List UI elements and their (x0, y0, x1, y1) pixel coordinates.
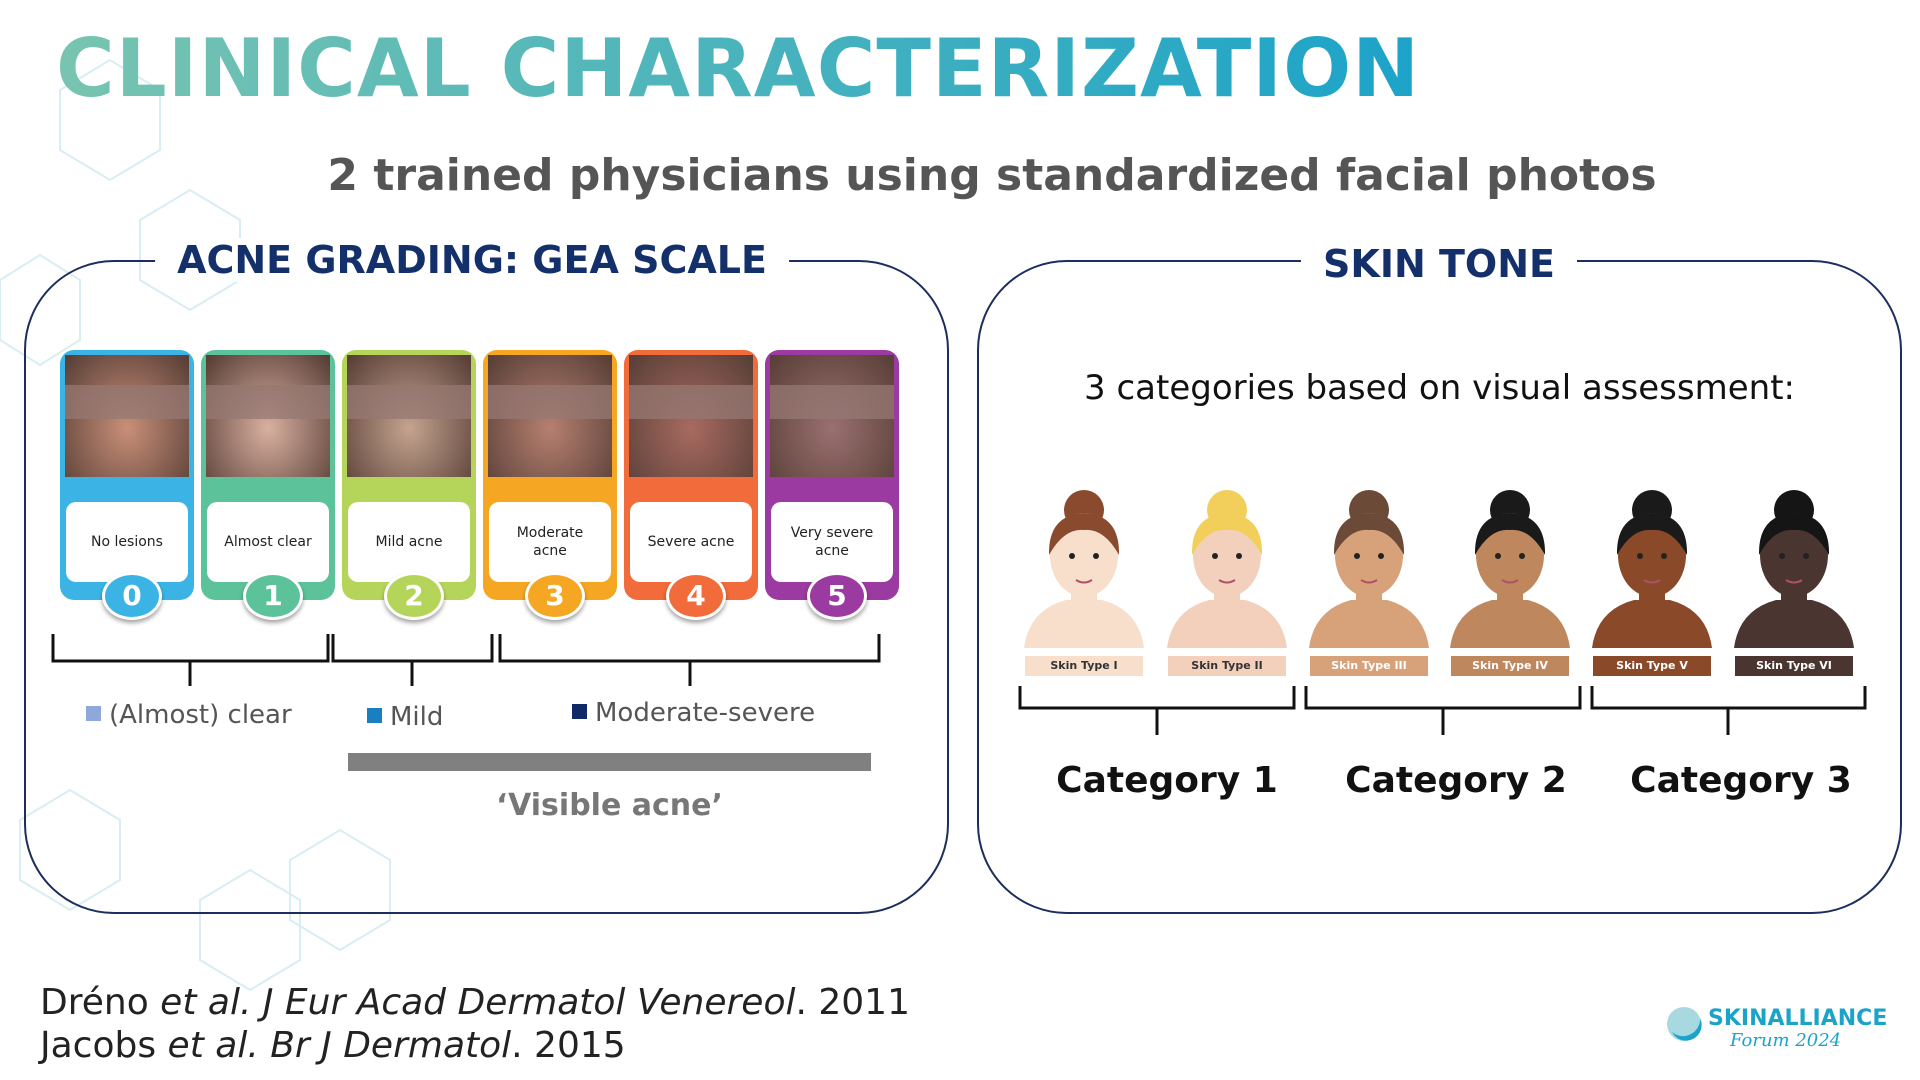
reference: Jacobs et al. Br J Dermatol. 2015 (40, 1025, 626, 1066)
ref-part: Dréno (40, 982, 161, 1023)
group-text: Mild (390, 702, 444, 732)
grade-badge: 4 (666, 572, 726, 620)
ref-part: Jacobs (40, 1025, 168, 1066)
skin-panel (977, 260, 1902, 914)
grade-card: Moderate acne 3 (483, 350, 617, 620)
skin-type-label: Skin Type II (1168, 656, 1286, 676)
logo-icon (1667, 1007, 1702, 1041)
privacy-bar (65, 385, 189, 419)
skin-type-label: Skin Type III (1310, 656, 1428, 676)
grade-card: No lesions 0 (60, 350, 194, 620)
ref-part: . 2011 (795, 982, 910, 1023)
privacy-bar (629, 385, 753, 419)
face-photo (629, 355, 753, 477)
group-label: Mild (367, 702, 443, 732)
grade-label: Very severe acne (771, 502, 893, 582)
panel-title: ACNE GRADING: GEA SCALE (155, 238, 789, 282)
face-photo (488, 355, 612, 477)
grade-label: Mild acne (348, 502, 470, 582)
grade-card: Mild acne 2 (342, 350, 476, 620)
logo-name: SKINALLIANCE (1708, 1006, 1888, 1031)
grade-card: Severe acne 4 (624, 350, 758, 620)
face-photo (206, 355, 330, 477)
logo-subtitle: Forum 2024 (1730, 1030, 1842, 1051)
face-photo (65, 355, 189, 477)
group-text: Moderate-severe (595, 698, 816, 728)
ref-part: Br J Dermatol (258, 1025, 512, 1066)
skin-type-label: Skin Type IV (1451, 656, 1569, 676)
group-label: (Almost) clear (86, 700, 292, 730)
skin-type-label: Skin Type V (1593, 656, 1711, 676)
ref-part: J Eur Acad Dermatol Venereol (251, 982, 796, 1023)
bar-label: ‘Visible acne’ (496, 788, 723, 823)
group-label: Moderate-severe (572, 698, 815, 728)
grade-label: Moderate acne (489, 502, 611, 582)
skin-type-label: Skin Type I (1025, 656, 1143, 676)
reference: Dréno et al. J Eur Acad Dermatol Venereo… (40, 982, 910, 1023)
grade-label: No lesions (66, 502, 188, 582)
privacy-bar (770, 385, 894, 419)
face-photo (770, 355, 894, 477)
panel-title: SKIN TONE (1301, 242, 1577, 286)
grade-badge: 3 (525, 572, 585, 620)
grade-badge: 1 (243, 572, 303, 620)
ref-part: et al. (167, 1025, 259, 1066)
grade-badge: 0 (102, 572, 162, 620)
privacy-bar (488, 385, 612, 419)
grade-label: Severe acne (630, 502, 752, 582)
ref-part: et al. (160, 982, 252, 1023)
category: Category 1 (1056, 760, 1278, 801)
group-text: (Almost) clear (109, 700, 292, 730)
ref-part: . 2015 (511, 1025, 626, 1066)
subtitle: 2 trained physicians using standardized … (327, 150, 1657, 201)
grade-label: Almost clear (207, 502, 329, 582)
skin-type-label: Skin Type VI (1735, 656, 1853, 676)
grade-badge: 5 (807, 572, 867, 620)
category: Category 3 (1630, 760, 1852, 801)
description: 3 categories based on visual assessment: (1084, 368, 1795, 408)
category: Category 2 (1345, 760, 1567, 801)
grade-card: Very severe acne 5 (765, 350, 899, 620)
grade-card: Almost clear 1 (201, 350, 335, 620)
grade-badge: 2 (384, 572, 444, 620)
title: CLINICAL CHARACTERIZATION (56, 22, 1421, 115)
face-photo (347, 355, 471, 477)
privacy-bar (206, 385, 330, 419)
privacy-bar (347, 385, 471, 419)
